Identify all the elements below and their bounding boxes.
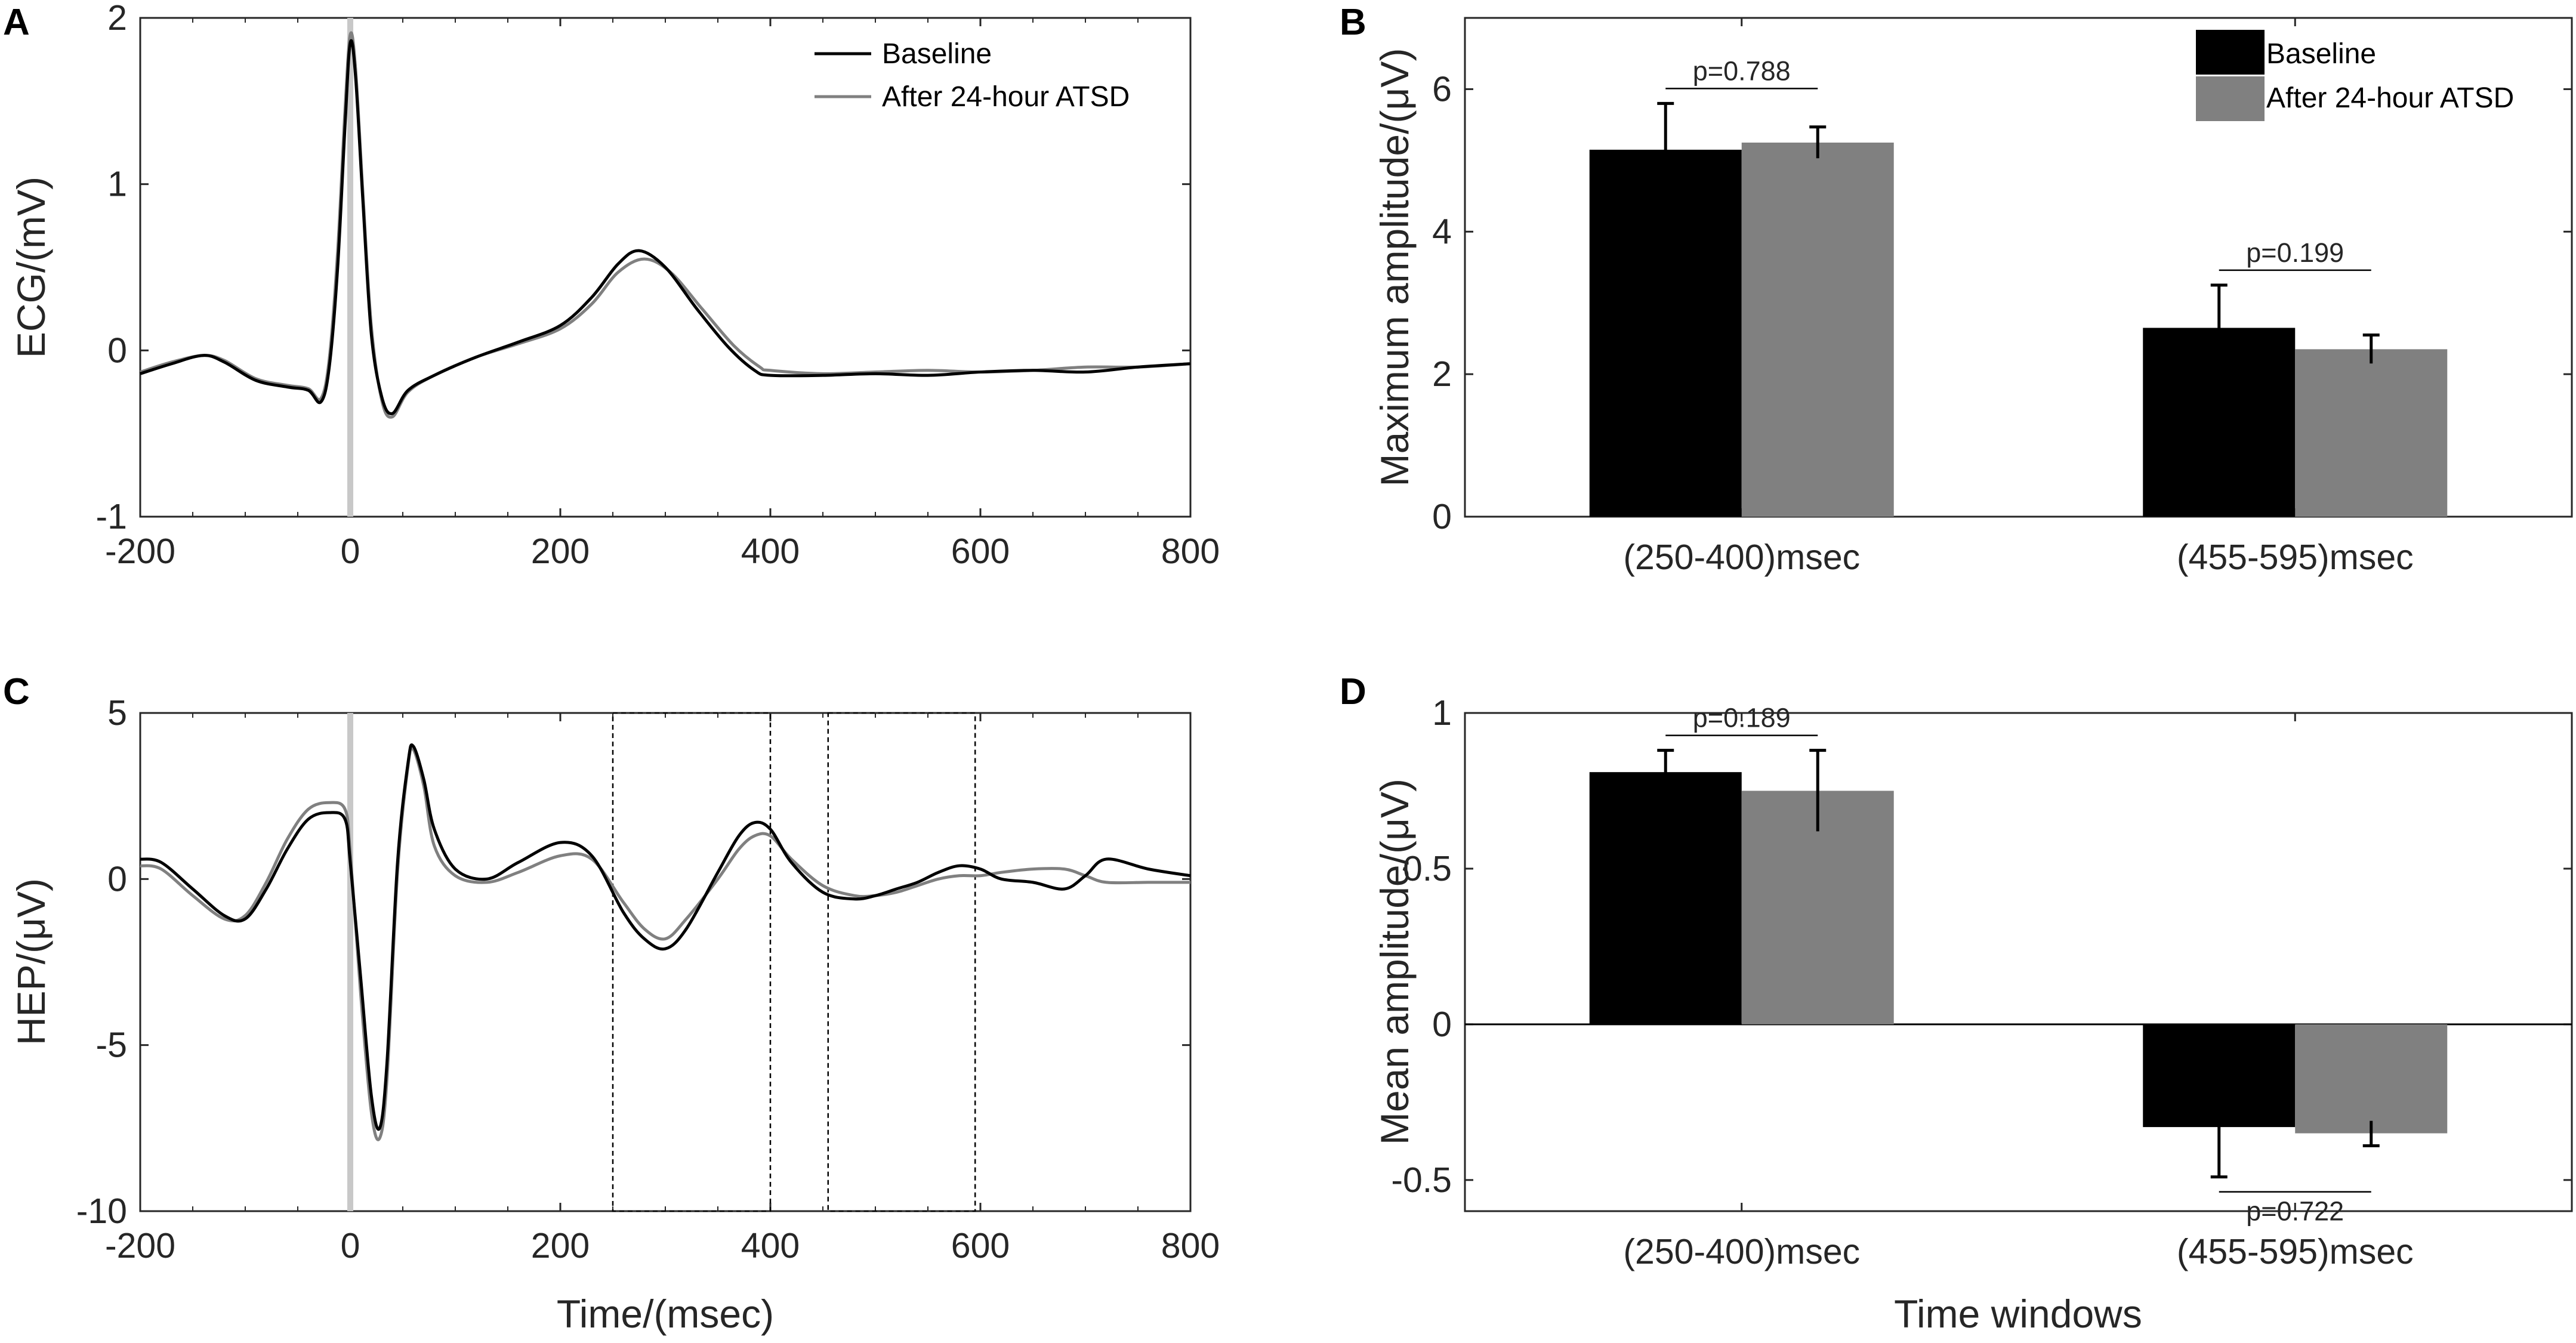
y-axis-label-c: HEP/(μV) (9, 878, 53, 1045)
y-tick-label-a-0: -1 (96, 497, 127, 536)
panel-d-mean-amplitude: D Mean amplitude/(μV) Time windows -0.5 0… (1340, 671, 2573, 1336)
category-label-d-1: (455-595)msec (2177, 1232, 2414, 1271)
legend-b: Baseline After 24-hour ATSD (2196, 30, 2514, 121)
category-label-d-0: (250-400)msec (1623, 1232, 1860, 1271)
plot-area-b (1464, 17, 2573, 518)
y-tick-label-d-1: 0 (1432, 1005, 1452, 1044)
x-tick-label-a-2: 200 (531, 532, 590, 571)
pvalue-label-d-1: p=0.722 (2246, 1196, 2344, 1227)
bar-after-b-1 (2295, 349, 2448, 517)
legend-swatch-baseline-b (2196, 30, 2265, 75)
panel-label-c: C (3, 671, 30, 712)
panel-b-max-amplitude: B Maximum amplitude/(μV) Baseline After … (1340, 2, 2573, 577)
category-label-b-1: (455-595)msec (2177, 538, 2414, 577)
y-tick-label-b-0: 0 (1432, 497, 1452, 536)
pvalue-label-d-0: p=0.189 (1693, 703, 1791, 733)
x-axis-label-d: Time windows (1894, 1292, 2142, 1336)
x-tick-label-c-5: 800 (1161, 1226, 1220, 1265)
y-tick-label-d-2: 0.5 (1403, 849, 1452, 888)
bar-baseline-d-0 (1589, 772, 1742, 1024)
series-line-baseline-a (140, 39, 1191, 415)
pvalue-label-b-1: p=0.199 (2246, 237, 2344, 268)
time-window-box-2 (827, 712, 976, 1212)
legend-swatch-after-b (2196, 76, 2265, 121)
y-tick-label-d-3: 1 (1432, 693, 1452, 733)
plot-area-d (1464, 712, 2573, 1212)
bar-after-d-1 (2295, 1024, 2448, 1134)
y-axis-label-b: Maximum amplitude/(μV) (1372, 48, 1417, 487)
panel-label-a: A (3, 2, 30, 43)
panel-label-b: B (1340, 2, 1366, 43)
y-tick-label-d-0: -0.5 (1391, 1160, 1452, 1200)
plot-area-c (139, 712, 1192, 1212)
y-tick-label-a-3: 2 (107, 0, 127, 38)
time-window-box-1 (612, 712, 772, 1212)
x-axis-label-c: Time/(msec) (557, 1292, 774, 1336)
x-tick-label-c-3: 400 (741, 1226, 800, 1265)
legend-label-after-b: After 24-hour ATSD (2266, 82, 2514, 114)
y-tick-label-b-3: 6 (1432, 69, 1452, 109)
series-line-baseline-c (140, 743, 1191, 1131)
legend-label-baseline-b: Baseline (2266, 38, 2376, 70)
y-tick-label-b-2: 4 (1432, 212, 1452, 251)
y-tick-label-a-2: 1 (107, 165, 127, 204)
panel-a-ecg: A ECG/(mV) Baseline After 24-hour ATSD -… (3, 0, 1220, 571)
x-tick-label-c-2: 200 (531, 1226, 590, 1265)
x-tick-label-a-3: 400 (741, 532, 800, 571)
x-tick-label-a-0: -200 (105, 532, 175, 571)
x-tick-label-c-4: 600 (951, 1226, 1010, 1265)
legend-label-after: After 24-hour ATSD (882, 81, 1130, 113)
category-label-b-0: (250-400)msec (1623, 538, 1860, 577)
x-tick-label-c-1: 0 (341, 1226, 360, 1265)
y-axis-label-d: Mean amplitude/(μV) (1372, 779, 1417, 1145)
y-tick-label-c-2: 0 (107, 859, 127, 899)
y-axis-label-a: ECG/(mV) (9, 177, 53, 358)
pvalue-label-b-0: p=0.788 (1693, 55, 1791, 86)
panel-label-d: D (1340, 671, 1366, 712)
x-tick-label-a-5: 800 (1161, 532, 1220, 571)
x-tick-label-a-4: 600 (951, 532, 1010, 571)
series-line-after-c (140, 746, 1190, 1141)
x-tick-label-c-0: -200 (105, 1226, 175, 1265)
y-tick-label-c-3: 5 (107, 693, 127, 733)
y-tick-label-c-1: -5 (96, 1026, 127, 1065)
panel-c-hep: C HEP/(μV) Time/(msec) -200 0 200 400 600 800… (3, 671, 1220, 1336)
x-tick-label-a-1: 0 (341, 532, 360, 571)
legend-label-baseline: Baseline (882, 38, 992, 70)
bar-baseline-b-0 (1589, 149, 1742, 517)
y-tick-label-b-1: 2 (1432, 354, 1452, 394)
y-tick-label-a-1: 0 (107, 331, 127, 370)
y-tick-label-c-0: -10 (76, 1191, 127, 1231)
legend-a: Baseline After 24-hour ATSD (815, 38, 1130, 113)
bar-after-b-0 (1741, 143, 1894, 517)
